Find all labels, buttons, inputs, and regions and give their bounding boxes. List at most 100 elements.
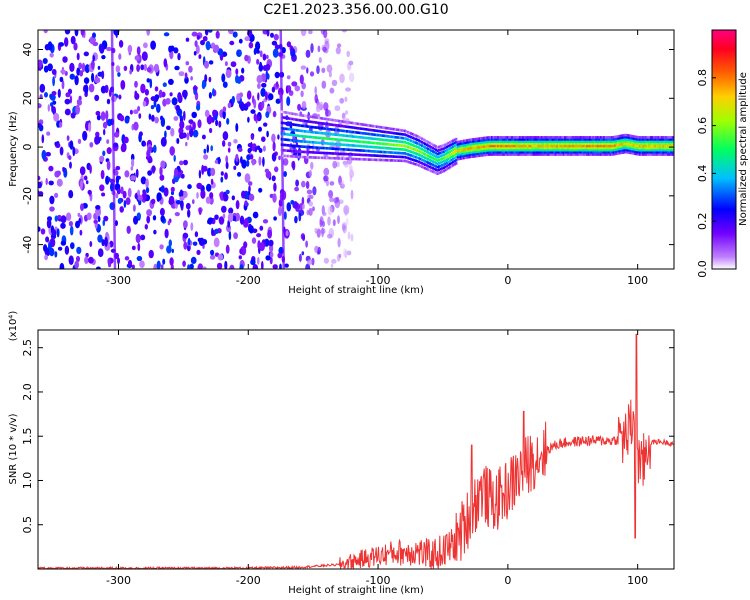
ridge-cell xyxy=(603,142,606,146)
ridge-cell xyxy=(352,135,355,138)
noise-cell xyxy=(208,30,213,33)
ridge-cell xyxy=(315,116,318,119)
ridge-cell xyxy=(441,164,444,167)
ridge-cell xyxy=(478,148,481,151)
ridge-cell xyxy=(282,116,285,119)
ridge-cell xyxy=(402,159,405,163)
noise-cell xyxy=(64,98,71,105)
ridge-cell xyxy=(406,134,410,138)
ridge-cell xyxy=(648,136,651,139)
ridge-cell xyxy=(296,129,299,132)
ridge-cell xyxy=(623,142,626,145)
ridge-cell xyxy=(656,144,659,148)
noise-cell xyxy=(169,92,173,97)
ridge-cell xyxy=(366,136,369,140)
noise-cell xyxy=(259,242,265,252)
noise-cell xyxy=(329,87,335,94)
ridge-cell xyxy=(297,129,301,132)
ridge-cell xyxy=(592,136,595,139)
noise-cell xyxy=(328,71,332,78)
ridge-cell xyxy=(604,136,607,139)
ridge-cell xyxy=(430,142,433,146)
ridge-cell xyxy=(391,143,394,146)
noise-cell xyxy=(85,252,89,258)
ridge-cell xyxy=(626,142,629,146)
noise-cell xyxy=(102,150,106,157)
ridge-cell xyxy=(316,146,319,149)
ridge-cell xyxy=(329,137,332,141)
ridge-cell xyxy=(498,144,501,148)
ridge-cell xyxy=(584,146,587,150)
ridge-cell xyxy=(540,146,543,150)
ridge-cell xyxy=(568,136,572,139)
ridge-cell xyxy=(315,146,318,149)
noise-cell xyxy=(151,114,155,122)
ridge-cell xyxy=(670,140,673,143)
ridge-cell xyxy=(628,145,631,148)
ridge-cell xyxy=(670,142,673,146)
noise-cell xyxy=(305,263,311,269)
noise-cell xyxy=(323,102,329,111)
noise-cell xyxy=(283,171,287,177)
ridge-cell xyxy=(593,148,596,152)
ridge-cell xyxy=(383,146,386,150)
ridge-cell xyxy=(623,133,626,137)
ridge-cell xyxy=(463,143,466,147)
ridge-cell xyxy=(458,157,461,161)
ridge-cell xyxy=(380,142,383,145)
ridge-cell xyxy=(668,144,671,148)
ridge-cell xyxy=(536,144,539,148)
ridge-cell xyxy=(422,152,425,155)
ridge-cell xyxy=(417,139,420,142)
ridge-cell xyxy=(635,142,638,145)
ridge-cell xyxy=(424,149,427,153)
ridge-cell xyxy=(286,133,290,136)
ridge-cell xyxy=(436,165,439,169)
ridge-cell xyxy=(536,142,539,146)
ridge-cell xyxy=(515,136,519,139)
noise-cell xyxy=(54,251,58,258)
ridge-cell xyxy=(536,140,539,143)
noise-cell xyxy=(201,82,206,90)
ridge-cell xyxy=(670,153,673,156)
ridge-cell xyxy=(657,144,660,148)
ridge-cell xyxy=(582,148,586,152)
noise-cell xyxy=(45,236,50,243)
ridge-cell xyxy=(501,153,505,156)
ridge-cell xyxy=(347,157,350,161)
ridge-cell xyxy=(564,153,567,156)
ridge-cell xyxy=(382,130,385,133)
ridge-cell xyxy=(617,141,620,145)
ridge-cell xyxy=(543,144,547,148)
ridge-cell xyxy=(503,138,506,141)
ridge-cell xyxy=(621,149,624,152)
ridge-cell xyxy=(584,151,587,154)
ridge-cell xyxy=(448,156,452,160)
noise-cell xyxy=(335,46,341,55)
ridge-cell xyxy=(369,128,372,132)
noise-cell xyxy=(79,229,83,236)
ridge-cell xyxy=(500,136,503,139)
noise-cell xyxy=(138,131,143,137)
ridge-cell xyxy=(397,155,400,159)
ridge-cell xyxy=(537,138,540,141)
ridge-cell xyxy=(405,130,408,133)
ridge-cell xyxy=(545,136,548,139)
noise-cell xyxy=(306,67,309,74)
ridge-cell xyxy=(606,146,609,150)
noise-cell xyxy=(173,47,179,54)
ridge-cell xyxy=(391,159,394,162)
noise-cell xyxy=(58,42,64,47)
ridge-cell xyxy=(424,142,427,146)
ridge-cell xyxy=(663,142,667,146)
ridge-cell xyxy=(428,152,431,155)
ridge-cell xyxy=(459,140,462,143)
noise-cell xyxy=(202,266,207,269)
ridge-cell xyxy=(589,148,592,152)
ridge-cell xyxy=(659,142,662,146)
ridge-cell xyxy=(626,144,629,148)
ridge-cell xyxy=(581,151,584,154)
ridge-cell xyxy=(562,153,565,156)
ridge-cell xyxy=(642,142,645,146)
noise-cell xyxy=(208,92,212,99)
